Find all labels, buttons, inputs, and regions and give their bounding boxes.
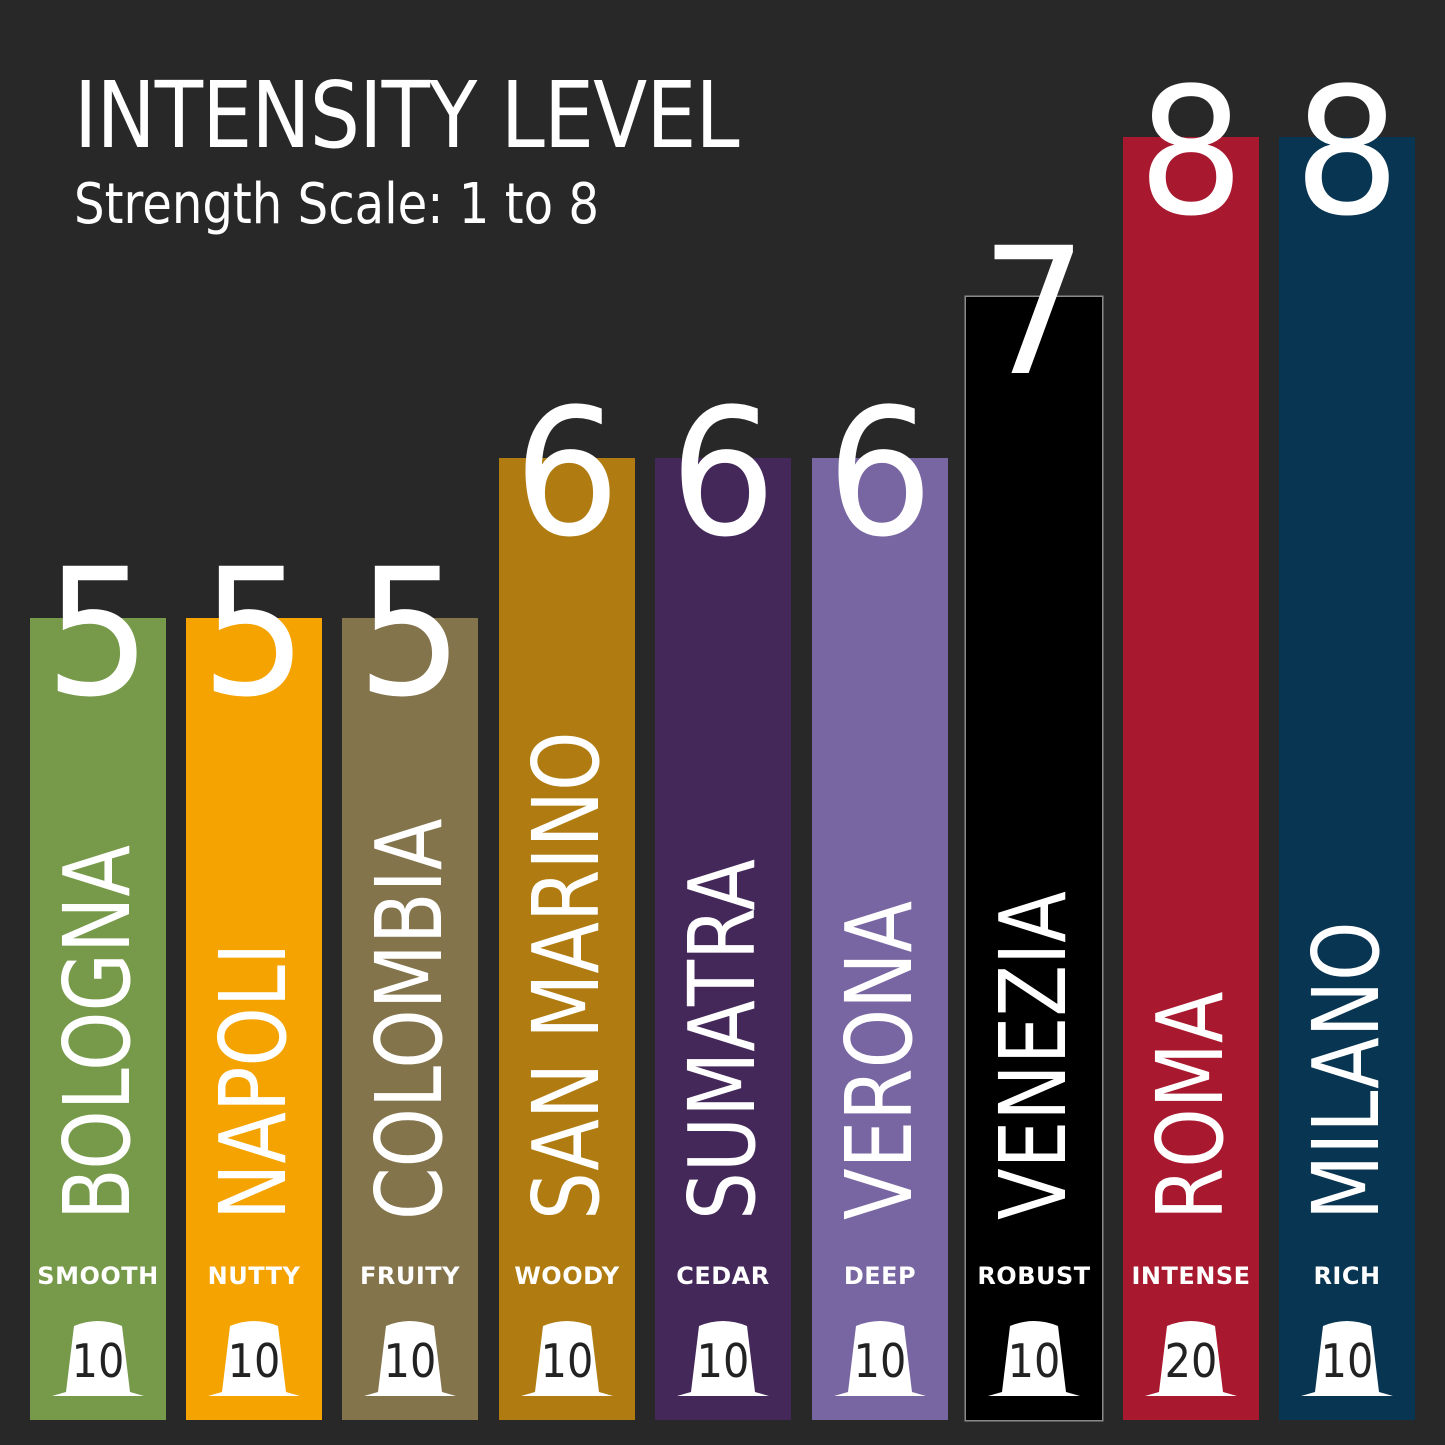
- intensity-value-label: 6: [826, 370, 934, 576]
- bar-napoli: 5 NAPOLI NUTTY 10: [186, 546, 322, 1420]
- bar-milano: 8 MILANO RICH 10: [1279, 64, 1415, 1420]
- coffee-capsule-icon: 20: [1143, 1316, 1239, 1398]
- coffee-capsule-icon: 10: [986, 1316, 1082, 1398]
- capsule-count-label: 10: [696, 1334, 750, 1388]
- capsule-count-label: 10: [1007, 1334, 1061, 1388]
- blend-name-label: VERONA: [826, 900, 933, 1220]
- flavor-label: INTENSE: [1131, 1262, 1251, 1290]
- coffee-capsule-icon: 10: [832, 1316, 928, 1398]
- blend-name-label: NAPOLI: [200, 942, 307, 1220]
- capsule-count-label: 10: [1320, 1334, 1374, 1388]
- capsule-count-label: 10: [71, 1334, 125, 1388]
- bar-bologna: 5 BOLOGNA SMOOTH 10: [30, 546, 166, 1420]
- capsule-count-label: 20: [1164, 1334, 1218, 1388]
- flavor-label: SMOOTH: [37, 1262, 159, 1290]
- capsule-count-label: 10: [540, 1334, 594, 1388]
- flavor-label: RICH: [1313, 1262, 1381, 1290]
- coffee-capsule-icon: 10: [50, 1316, 146, 1398]
- flavor-label: WOODY: [514, 1262, 620, 1290]
- blend-name-label: ROMA: [1137, 991, 1244, 1220]
- flavor-label: NUTTY: [207, 1262, 301, 1290]
- intensity-value-label: 6: [669, 370, 777, 576]
- blend-name-label: COLOMBIA: [356, 818, 463, 1220]
- coffee-capsule-icon: 10: [206, 1316, 302, 1398]
- bar-roma: 8 ROMA INTENSE 20: [1123, 64, 1259, 1420]
- coffee-capsule-icon: 10: [362, 1316, 458, 1398]
- intensity-value-label: 8: [1293, 49, 1401, 255]
- bar-verona: 6 VERONA DEEP 10: [812, 385, 948, 1420]
- blend-name-label: BOLOGNA: [44, 844, 151, 1220]
- blend-name-label: VENEZIA: [980, 891, 1087, 1220]
- chart-title: INTENSITY LEVEL: [74, 62, 740, 169]
- intensity-value-label: 7: [980, 210, 1088, 416]
- intensity-value-label: 8: [1137, 49, 1245, 255]
- bar-colombia: 5 COLOMBIA FRUITY 10: [342, 546, 478, 1420]
- coffee-capsule-icon: 10: [519, 1316, 615, 1398]
- intensity-value-label: 5: [200, 531, 308, 736]
- capsule-count-label: 10: [383, 1334, 437, 1388]
- blend-name-label: MILANO: [1293, 921, 1400, 1220]
- coffee-capsule-icon: 10: [675, 1316, 771, 1398]
- blend-name-label: SAN MARINO: [513, 731, 620, 1220]
- intensity-value-label: 6: [513, 370, 621, 576]
- intensity-value-label: 5: [44, 531, 152, 736]
- flavor-label: ROBUST: [977, 1262, 1091, 1290]
- blend-name-label: SUMATRA: [669, 859, 776, 1220]
- flavor-label: CEDAR: [676, 1262, 770, 1290]
- capsule-count-label: 10: [853, 1334, 907, 1388]
- capsule-count-label: 10: [227, 1334, 281, 1388]
- intensity-value-label: 5: [356, 531, 464, 736]
- flavor-label: FRUITY: [359, 1262, 461, 1290]
- flavor-label: DEEP: [843, 1262, 917, 1290]
- bar-venezia: 7 VENEZIA ROBUST 10: [966, 225, 1102, 1420]
- bar-sumatra: 6 SUMATRA CEDAR 10: [655, 385, 791, 1420]
- bar-san-marino: 6 SAN MARINO WOODY 10: [499, 385, 635, 1420]
- coffee-capsule-icon: 10: [1299, 1316, 1395, 1398]
- chart-subtitle: Strength Scale: 1 to 8: [74, 172, 599, 237]
